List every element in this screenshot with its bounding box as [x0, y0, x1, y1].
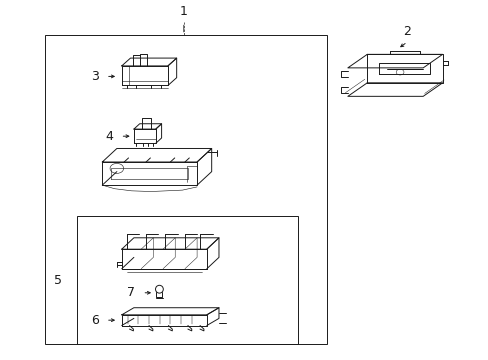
Text: 5: 5	[54, 274, 62, 287]
Text: 4: 4	[105, 130, 113, 143]
Text: 6: 6	[91, 314, 99, 327]
Text: 7: 7	[127, 286, 135, 299]
Text: 2: 2	[403, 25, 410, 38]
Bar	[77, 216, 297, 345]
Text: 3: 3	[91, 70, 99, 83]
Text: 1: 1	[180, 5, 187, 18]
Bar	[45, 35, 326, 345]
